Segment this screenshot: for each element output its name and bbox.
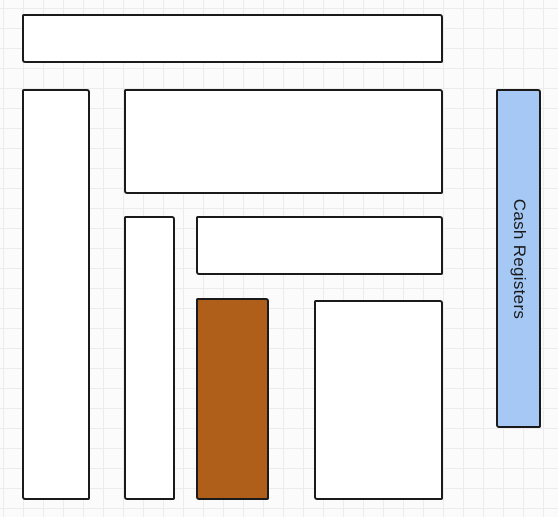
lower-right-block [314,300,443,500]
cash-registers-block: Cash Registers [496,89,541,428]
upper-center-block [124,89,443,194]
middle-bar-block [196,216,443,275]
cash-registers-label: Cash Registers [509,198,529,319]
top-bar-block [22,14,443,63]
narrow-column-block [124,216,175,500]
left-tall-block [22,89,90,500]
brown-block [196,298,269,500]
